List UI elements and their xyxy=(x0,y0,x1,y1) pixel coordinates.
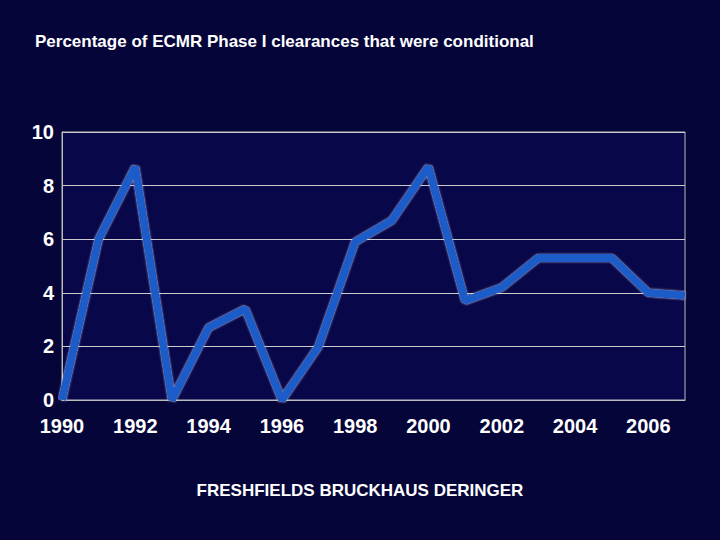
svg-text:1990: 1990 xyxy=(40,415,85,437)
svg-text:2004: 2004 xyxy=(553,415,598,437)
svg-text:1994: 1994 xyxy=(186,415,231,437)
svg-text:2000: 2000 xyxy=(406,415,451,437)
svg-text:FRESHFIELDS BRUCKHAUS DERINGER: FRESHFIELDS BRUCKHAUS DERINGER xyxy=(197,481,524,500)
svg-text:0: 0 xyxy=(43,389,54,411)
svg-text:8: 8 xyxy=(43,175,54,197)
svg-text:2002: 2002 xyxy=(480,415,525,437)
svg-text:1996: 1996 xyxy=(260,415,305,437)
svg-text:Percentage of ECMR Phase I cle: Percentage of ECMR Phase I clearances th… xyxy=(35,32,534,51)
svg-text:1998: 1998 xyxy=(333,415,378,437)
svg-text:1992: 1992 xyxy=(113,415,158,437)
svg-text:4: 4 xyxy=(43,282,55,304)
svg-text:2: 2 xyxy=(43,335,54,357)
svg-text:6: 6 xyxy=(43,228,54,250)
svg-text:2006: 2006 xyxy=(626,415,671,437)
svg-text:10: 10 xyxy=(32,121,54,143)
